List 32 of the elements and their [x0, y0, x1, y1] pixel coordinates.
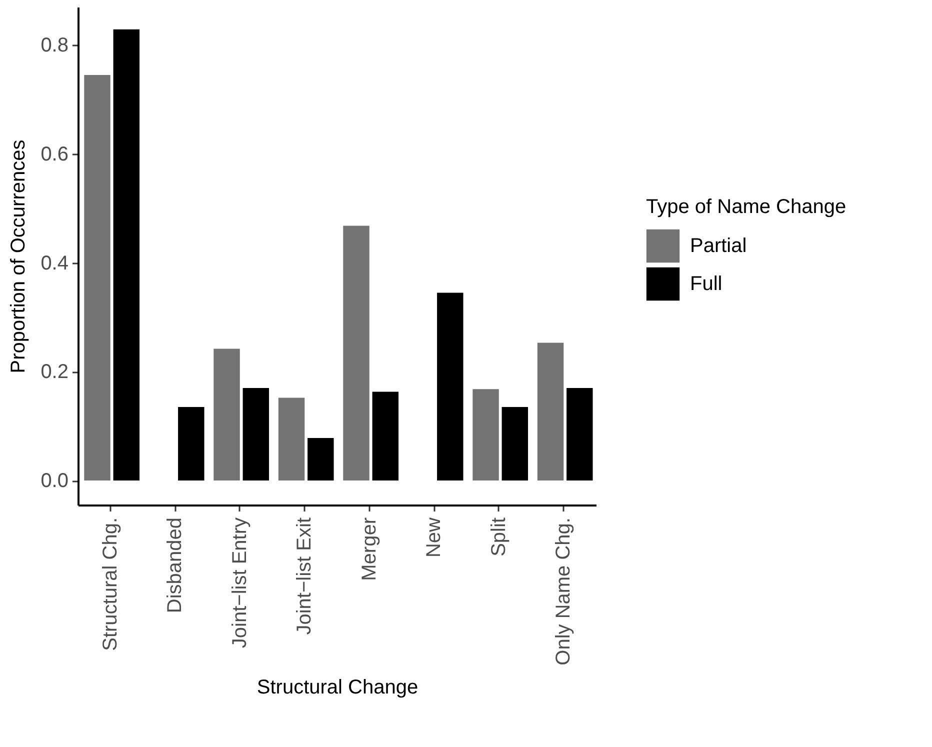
bar — [343, 226, 370, 481]
y-tick-label: 0.2 — [40, 361, 68, 384]
y-tick-label: 0.6 — [40, 143, 68, 166]
bar — [242, 388, 270, 481]
bar — [113, 29, 140, 481]
x-axis-title: Structural Change — [256, 676, 418, 698]
y-axis-title: Proportion of Occurrences — [8, 140, 30, 374]
bar — [214, 348, 240, 481]
bar — [84, 75, 110, 481]
y-tick-label: 0.8 — [40, 34, 68, 57]
x-tick-label: Joint−list Entry — [228, 518, 251, 648]
bar — [278, 398, 305, 481]
legend-label: Partial — [690, 235, 747, 257]
bar — [472, 389, 499, 481]
y-tick-label: 0.4 — [40, 252, 68, 274]
x-tick-label: Only Name Chg. — [552, 518, 575, 666]
x-tick-label: Joint−list Exit — [294, 517, 316, 635]
bar — [437, 292, 464, 481]
y-tick-label: 0.0 — [40, 470, 68, 492]
x-tick-label: Merger — [358, 517, 380, 581]
bar — [178, 407, 204, 481]
bar — [308, 438, 334, 481]
bar — [566, 388, 593, 481]
legend-label: Full — [690, 273, 722, 295]
x-tick-label: Disbanded — [164, 518, 186, 614]
x-tick-label: Structural Chg. — [99, 518, 122, 651]
x-tick-label: Split — [488, 517, 510, 556]
bar — [537, 342, 564, 481]
x-tick-label: New — [423, 516, 446, 558]
bar — [502, 407, 528, 481]
bar — [372, 392, 399, 481]
legend-title: Type of Name Change — [646, 196, 846, 218]
